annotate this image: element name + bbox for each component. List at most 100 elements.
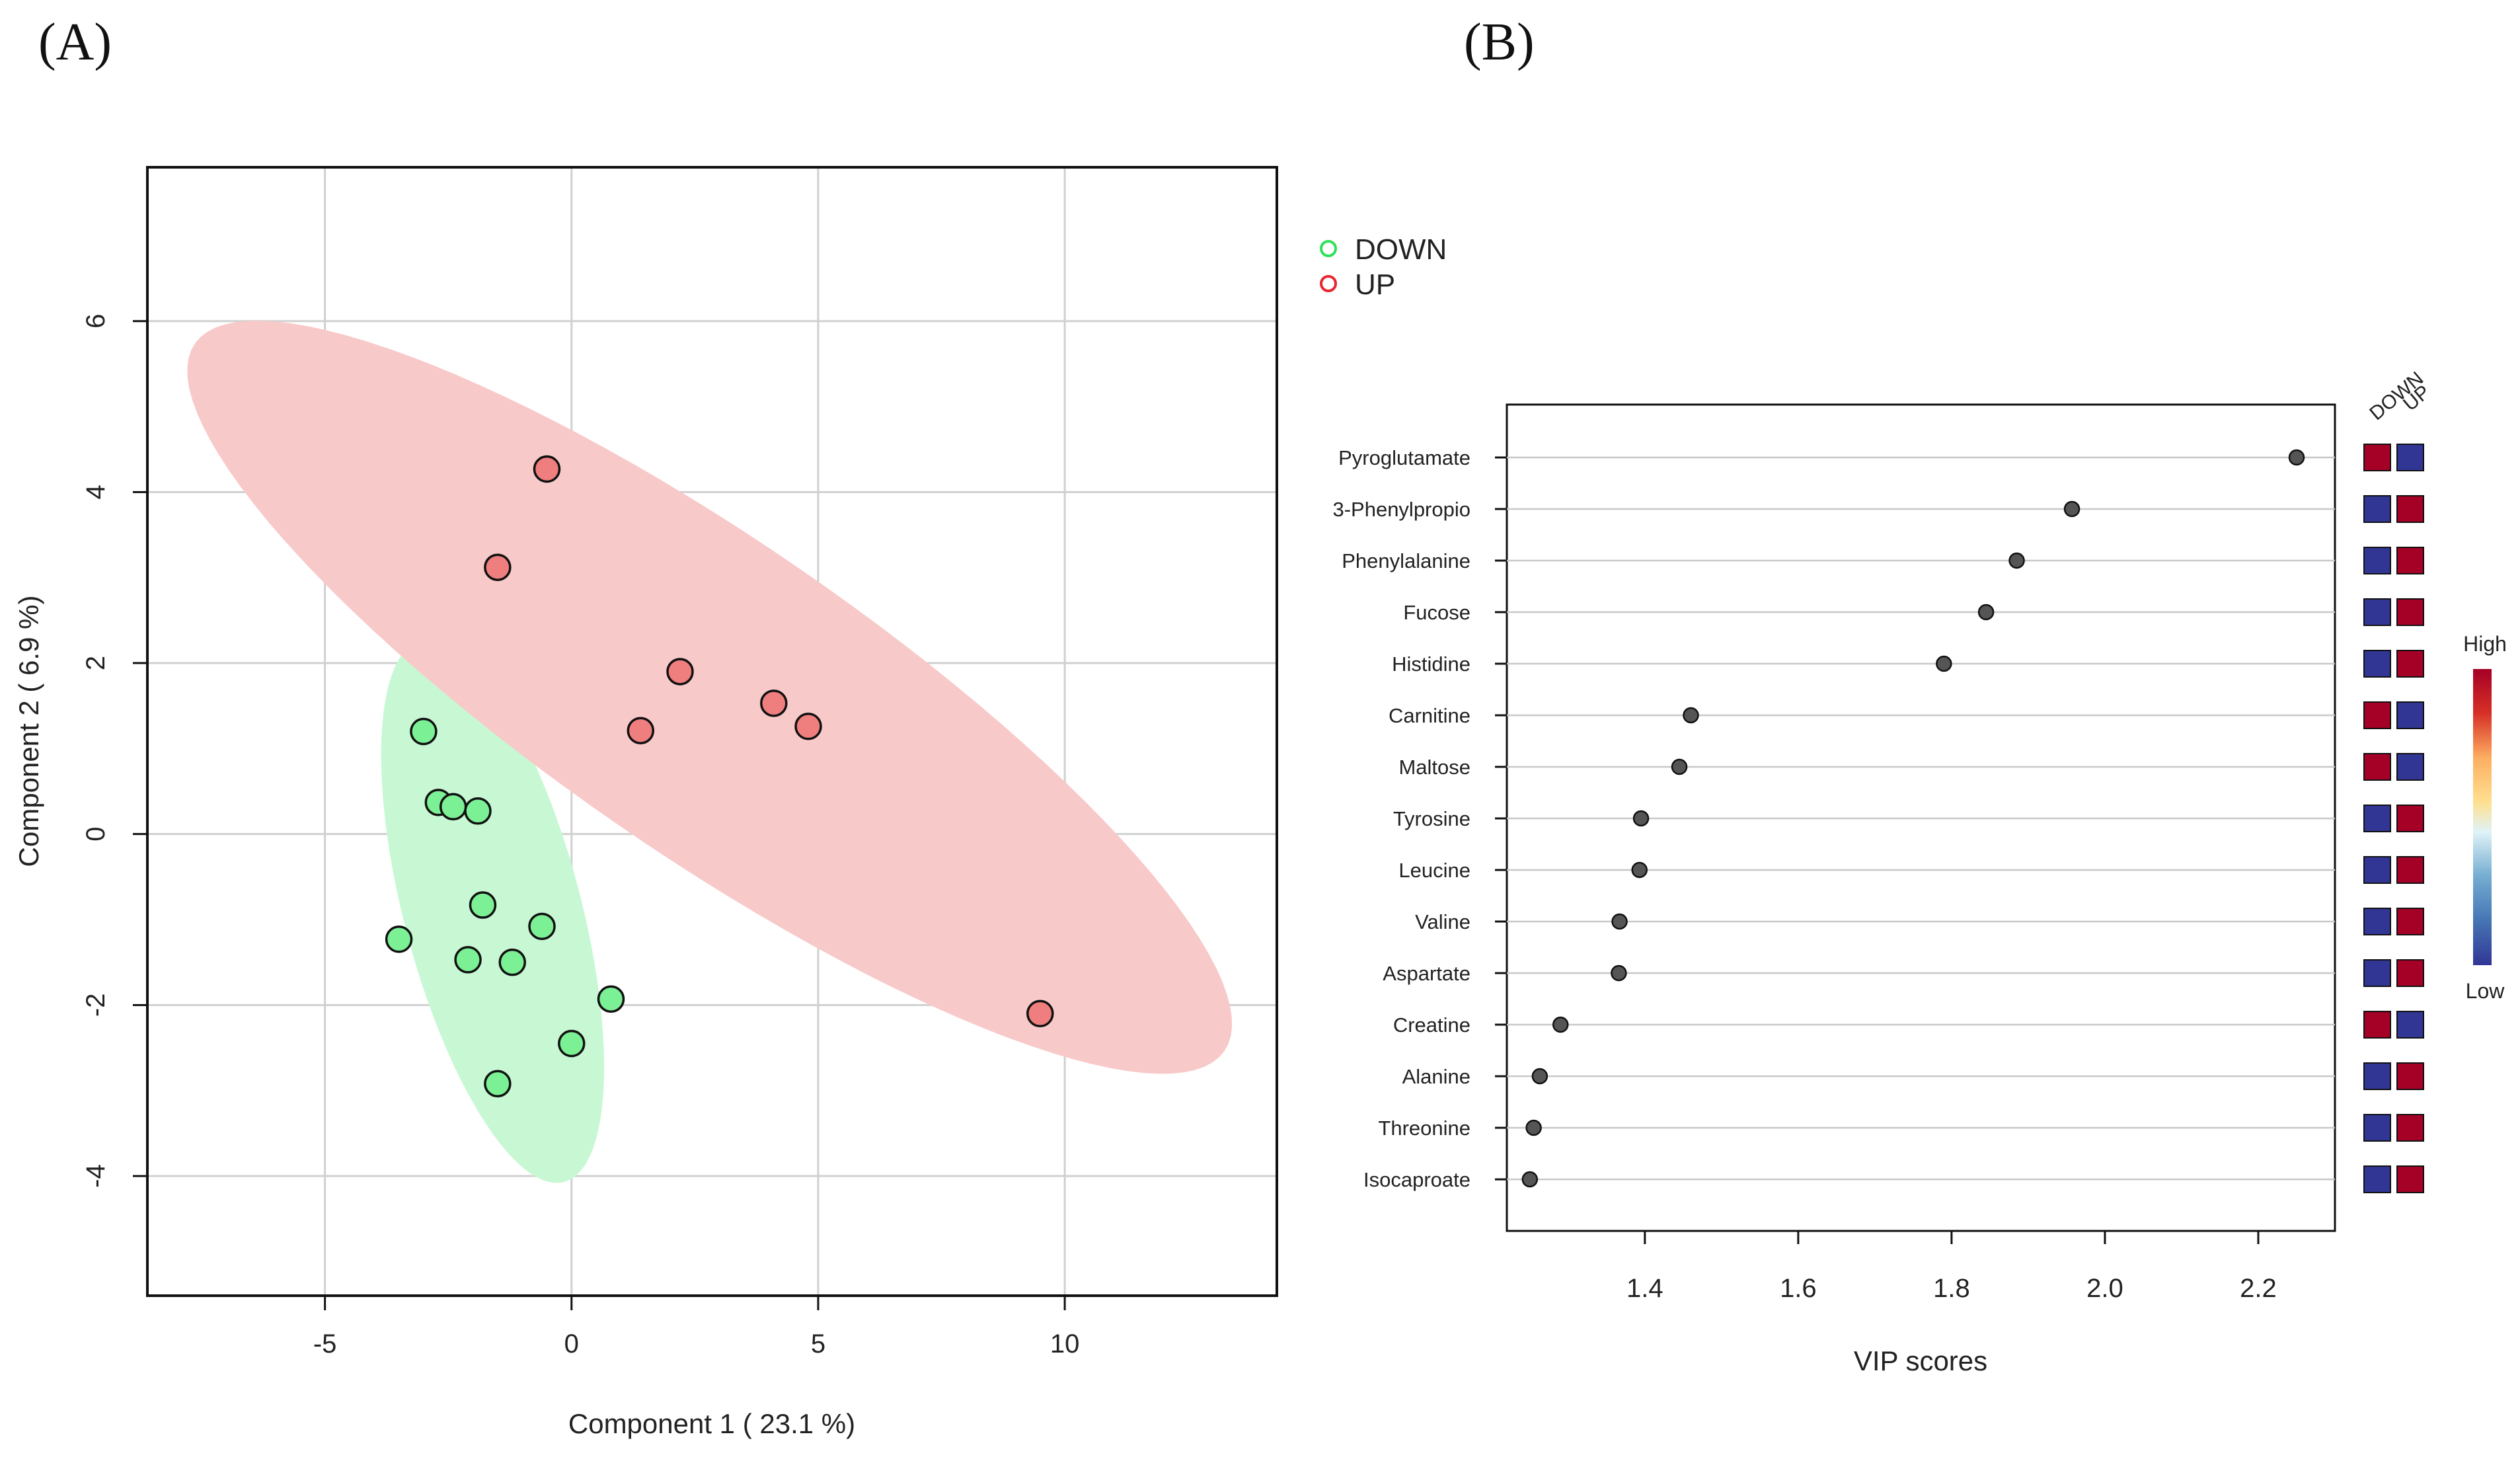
up-confidence-ellipse <box>187 321 1233 1074</box>
heatmap-cell-up <box>2396 598 2424 626</box>
vip-score-point <box>1611 965 1627 982</box>
metabolite-label: Isocaproate <box>1363 1168 1470 1191</box>
heatmap-cell-down <box>2363 959 2391 987</box>
panel-a-label: (A) <box>38 13 112 71</box>
y-axis-ticks: -4 -2 0 2 4 6 <box>81 314 147 1188</box>
vip-score-point <box>2008 552 2025 569</box>
legend-down-marker <box>1320 240 1337 257</box>
down-sample-point <box>528 912 556 941</box>
down-sample-point <box>597 985 625 1013</box>
legend: DOWN UP <box>1320 233 1447 301</box>
heatmap-cell-down <box>2363 753 2391 781</box>
x-axis-title: Component 1 ( 23.1 %) <box>568 1408 855 1439</box>
metabolite-label: Alanine <box>1402 1065 1470 1088</box>
heatmap-cell-up <box>2396 959 2424 987</box>
heatmap-cell-up <box>2396 1011 2424 1039</box>
heatmap-cell-down <box>2363 444 2391 471</box>
vip-x-tick-label: 2.0 <box>2086 1274 2123 1303</box>
metabolite-label: Carnitine <box>1389 704 1470 727</box>
legend-down-label: DOWN <box>1355 233 1447 266</box>
metabolite-label: Leucine <box>1398 859 1470 882</box>
vip-x-axis-title: VIP scores <box>1854 1345 1987 1376</box>
panel-b-label: (B) <box>1464 13 1535 71</box>
down-sample-point <box>484 1070 512 1098</box>
y-tick-label: -2 <box>81 994 110 1017</box>
colorbar: High Low <box>2463 632 2507 1003</box>
y-axis-title: Component 2 ( 6.9 %) <box>13 596 44 867</box>
plot-frame <box>146 166 1278 1297</box>
y-tick-label: 6 <box>81 314 110 329</box>
vip-score-point <box>1936 655 1952 672</box>
up-sample-point <box>533 455 561 483</box>
x-axis-ticks: -5 0 5 10 <box>313 1296 1079 1359</box>
legend-up-label: UP <box>1355 268 1395 301</box>
vip-score-point <box>1632 810 1650 827</box>
metabolite-label: Aspartate <box>1383 962 1470 985</box>
heatmap-cell-down <box>2363 495 2391 523</box>
vip-score-point <box>1671 758 1688 775</box>
heatmap-cell-down <box>2363 1114 2391 1142</box>
heatmap-cell-down <box>2363 650 2391 678</box>
vip-score-point <box>1525 1119 1542 1136</box>
vip-score-point <box>1611 913 1628 930</box>
x-tick-label: -5 <box>313 1329 337 1359</box>
up-sample-point <box>760 689 788 717</box>
vip-score-point <box>2063 500 2081 518</box>
heatmap-cell-up <box>2396 1062 2424 1090</box>
down-sample-point <box>469 891 497 919</box>
heatmap-cell-up <box>2396 650 2424 678</box>
down-sample-point <box>385 925 413 953</box>
heatmap-cell-down <box>2363 856 2391 884</box>
y-tick-label: 4 <box>81 485 110 499</box>
colorbar-gradient <box>2473 669 2492 965</box>
metabolite-label: Phenylalanine <box>1342 549 1470 572</box>
heatmap-cell-down <box>2363 1062 2391 1090</box>
colorbar-low-label: Low <box>2466 979 2505 1003</box>
up-sample-point <box>666 658 694 686</box>
heatmap-cell-up <box>2396 805 2424 832</box>
vip-x-tick-label: 1.4 <box>1626 1274 1663 1303</box>
metabolite-label: Valine <box>1415 910 1470 933</box>
vip-x-tick-label: 2.2 <box>2240 1274 2277 1303</box>
heatmap-cell-up <box>2396 547 2424 574</box>
vip-score-point <box>1631 861 1648 879</box>
x-tick-label: 10 <box>1050 1329 1080 1359</box>
metabolite-label: Maltose <box>1398 756 1470 779</box>
heatmap-cell-down <box>2363 908 2391 935</box>
vip-score-point <box>1552 1016 1569 1033</box>
heatmap-cell-down <box>2363 805 2391 832</box>
colorbar-high-label: High <box>2463 632 2507 656</box>
heatmap-cell-up <box>2396 701 2424 729</box>
down-sample-point <box>454 946 482 974</box>
heatmap-cell-down <box>2363 701 2391 729</box>
up-sample-point <box>1026 1000 1054 1027</box>
down-sample-point <box>464 797 492 825</box>
down-sample-point <box>410 717 438 746</box>
heatmap-cell-down <box>2363 1011 2391 1039</box>
up-sample-point <box>794 712 822 740</box>
up-sample-point <box>627 717 655 744</box>
y-tick-label: -4 <box>81 1164 110 1188</box>
metabolite-label: Histidine <box>1392 652 1470 676</box>
metabolite-label: 3-Phenylpropio <box>1332 498 1470 521</box>
vip-score-point <box>1683 707 1699 724</box>
grid-lines <box>147 167 1277 1296</box>
metabolite-label: Tyrosine <box>1393 807 1470 830</box>
heatmap-cell-up <box>2396 908 2424 935</box>
vip-score-point <box>1521 1171 1539 1188</box>
y-tick-label: 2 <box>81 656 110 670</box>
metabolite-label: Threonine <box>1378 1117 1470 1140</box>
x-tick-label: 5 <box>811 1329 825 1359</box>
confidence-ellipses <box>187 321 1233 1183</box>
metabolite-label: Fucose <box>1403 601 1470 624</box>
vip-rows: Pyroglutamate 3-Phenylpropio Phenylalanine… <box>1332 444 2424 1193</box>
vip-x-tick-label: 1.8 <box>1933 1274 1970 1303</box>
heatmap-cell-up <box>2396 753 2424 781</box>
legend-up-marker <box>1320 275 1337 292</box>
pls-scores-plot: -5 0 5 10 -4 -2 0 2 4 6 Component 1 ( 23.1 %) Co… <box>13 166 1447 1439</box>
heatmap-cell-up <box>2396 1165 2424 1193</box>
heatmap-cell-up <box>2396 495 2424 523</box>
down-sample-point <box>439 793 467 821</box>
down-sample-point <box>498 948 527 976</box>
